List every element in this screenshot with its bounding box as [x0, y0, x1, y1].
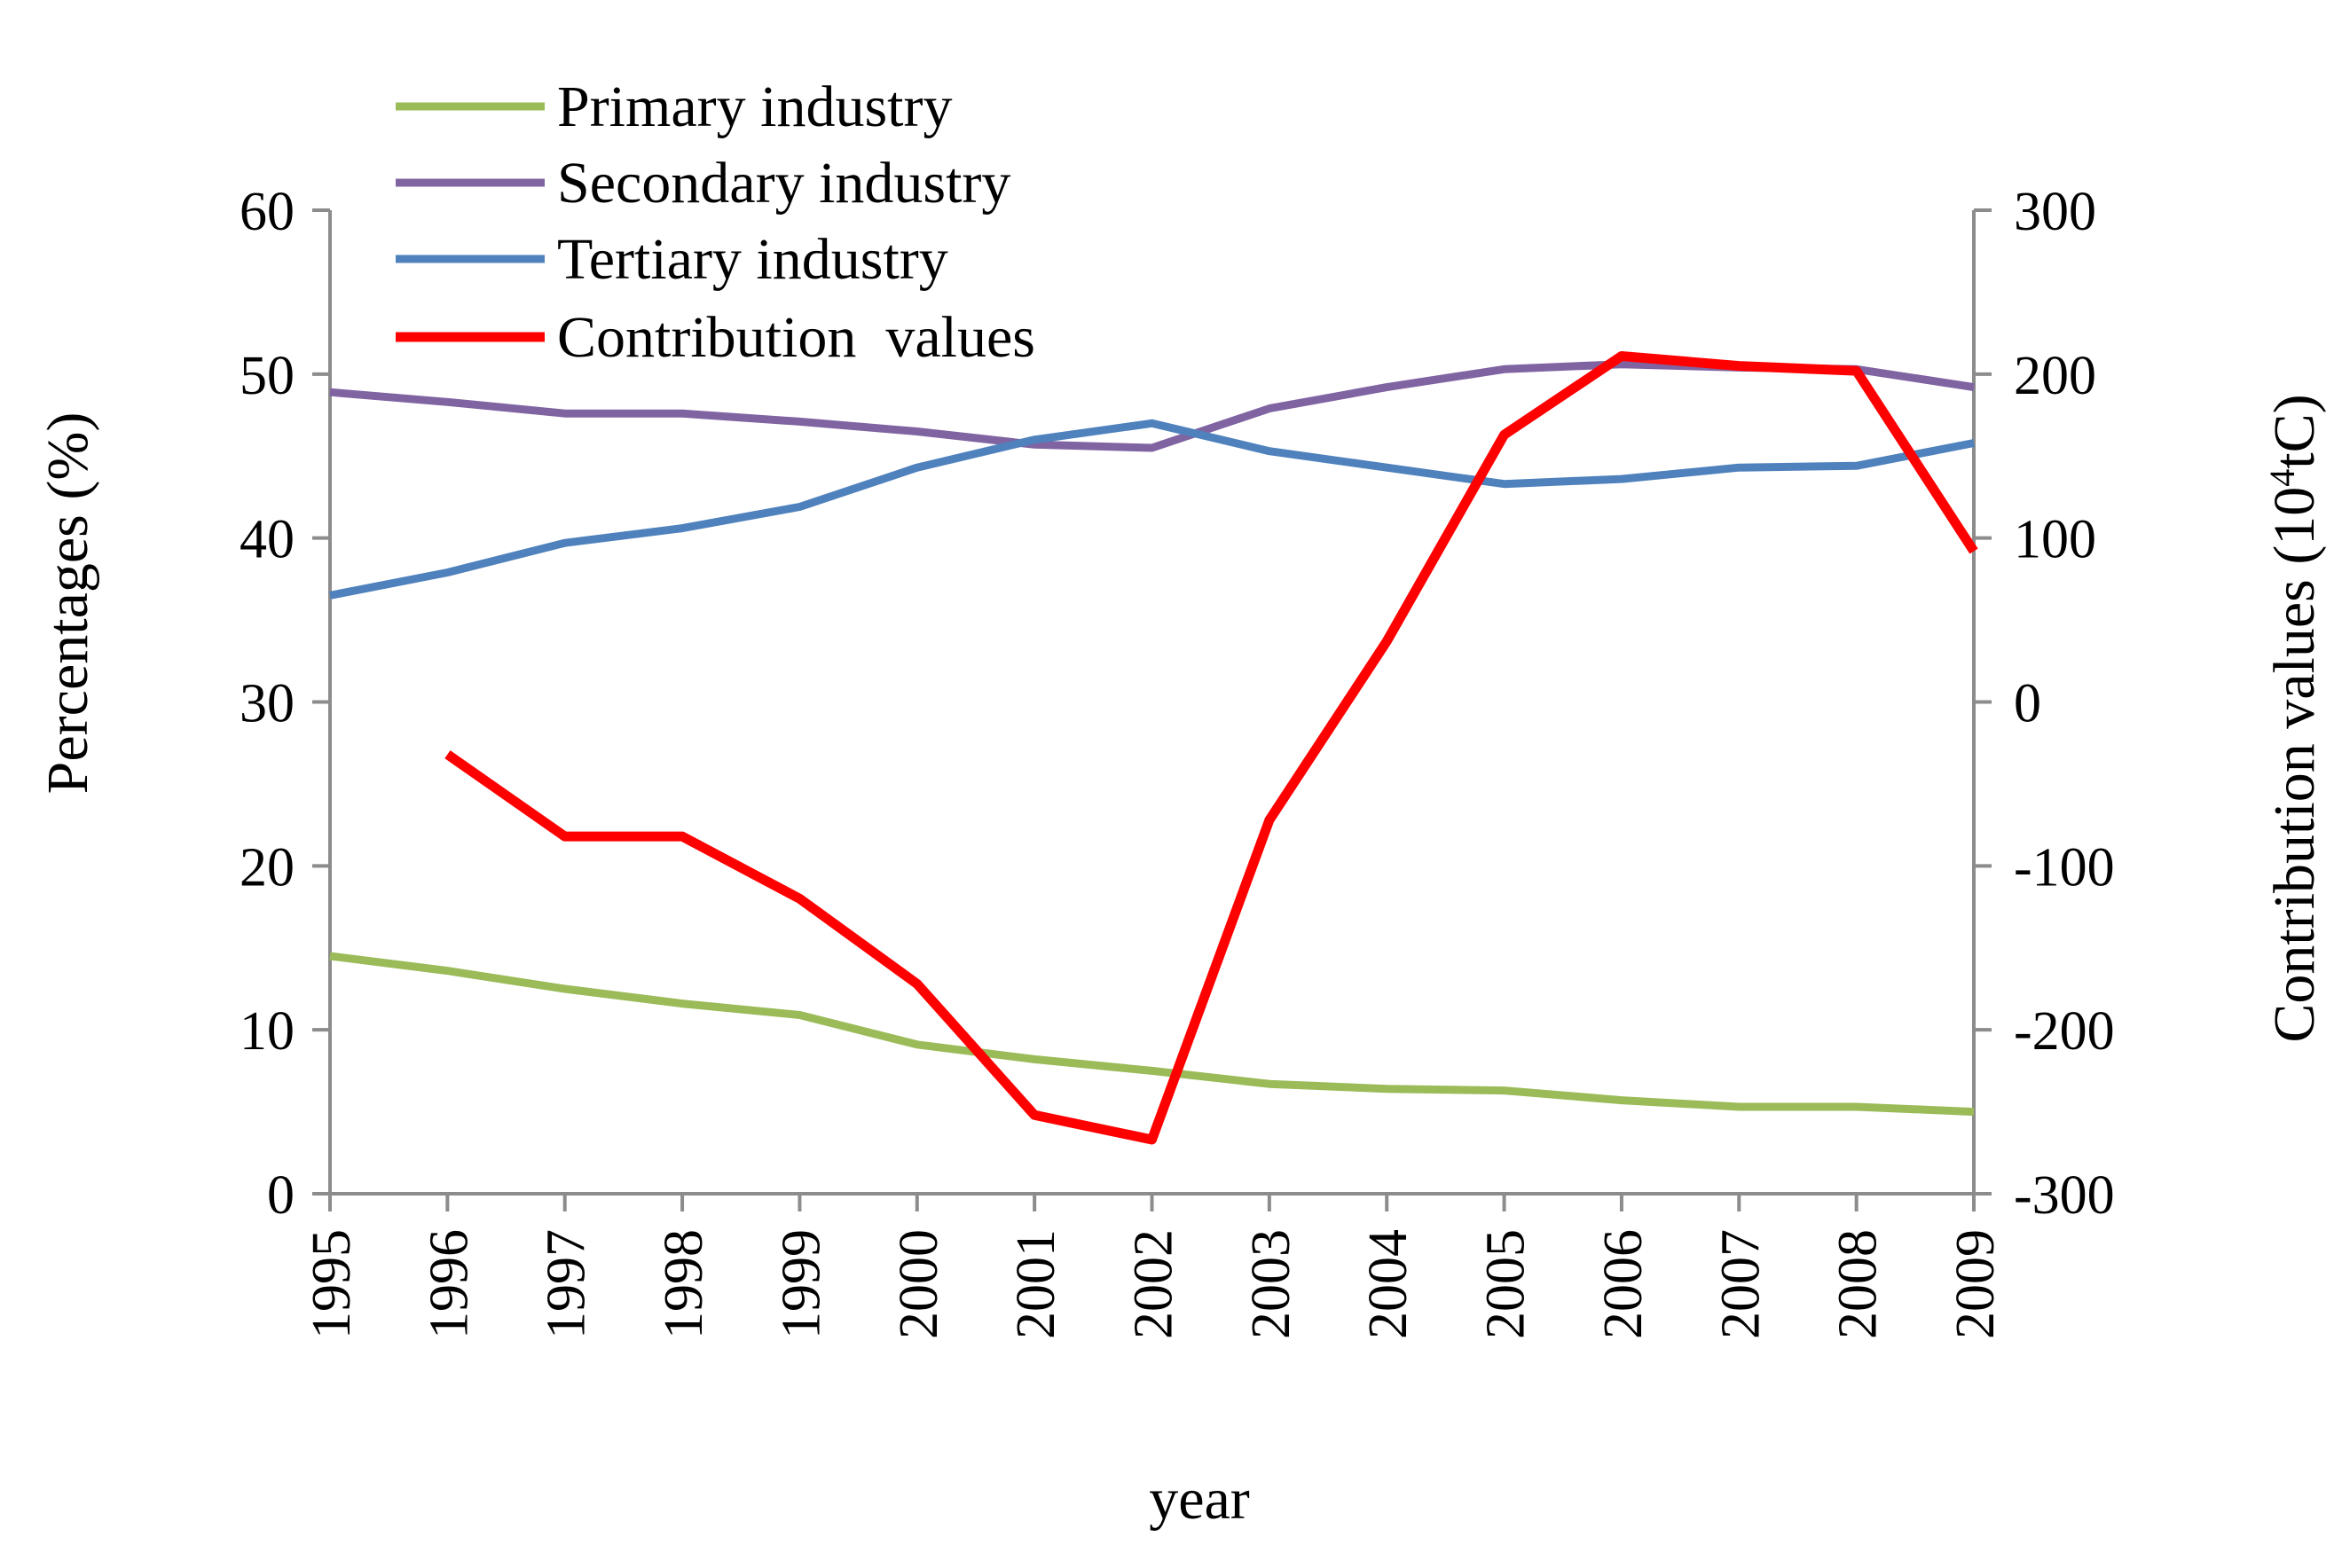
- series-line-secondary-industry: [329, 360, 1975, 452]
- x-tick-label: 2005: [1476, 1229, 1536, 1339]
- y-left-tick-label: 0: [267, 1165, 295, 1226]
- y-left-tick-label: 20: [240, 837, 295, 898]
- y-right-tick-label: 100: [2014, 510, 2096, 570]
- series-line-tertiary-industry: [329, 419, 1975, 600]
- x-tick-label: 2002: [1124, 1229, 1184, 1339]
- y-axis-right-title: Contribution values (104tC): [2262, 394, 2328, 1042]
- y-axis-left-title: Percentages (%): [35, 412, 100, 795]
- y-axis-right-title-sup: 4: [2262, 469, 2302, 487]
- y-left-tick-label: 60: [240, 182, 295, 242]
- y-right-tick-label: 200: [2014, 346, 2096, 406]
- series-lines: [329, 351, 1978, 1145]
- axes: 0 10 20 30 40 50 60 -300 -200 -100 0 100 200 300 1995 1…: [240, 182, 2115, 1339]
- x-tick-label: 2003: [1241, 1229, 1301, 1339]
- y-left-tick-label: 30: [240, 674, 295, 734]
- series-line-primary-industry: [329, 952, 1975, 1117]
- x-tick-label: 2006: [1593, 1229, 1654, 1339]
- series-line-contribution-values: [444, 351, 1978, 1145]
- y-axis-right-title-end: tC): [2262, 394, 2327, 468]
- x-tick-label: 2009: [1945, 1229, 2006, 1339]
- y-axis-right-title-main: Contribution values (10: [2262, 487, 2327, 1043]
- x-tick-label: 1997: [537, 1229, 597, 1339]
- x-tick-label: 2004: [1358, 1229, 1419, 1339]
- x-axis-title: year: [1149, 1467, 1250, 1532]
- legend-label-secondary-industry: Secondary industry: [557, 151, 1010, 216]
- x-tick-label: 1998: [654, 1229, 714, 1339]
- y-left-tick-label: 40: [240, 510, 295, 570]
- y-right-tick-label: -200: [2014, 1001, 2115, 1062]
- y-right-tick-label: 300: [2014, 182, 2096, 242]
- y-left-tick-label: 10: [240, 1001, 295, 1062]
- legend: Primary industry Secondary industry Tertia…: [396, 74, 1035, 370]
- x-tick-label: 1999: [771, 1229, 831, 1339]
- legend-label-primary-industry: Primary industry: [557, 74, 952, 139]
- x-tick-label: 2000: [889, 1229, 949, 1339]
- x-tick-label: 1995: [302, 1229, 362, 1339]
- x-tick-label: 2008: [1828, 1229, 1889, 1339]
- y-left-tick-label: 50: [240, 346, 295, 406]
- legend-label-contribution-values: Contribution values: [557, 305, 1035, 370]
- y-right-tick-label: -300: [2014, 1165, 2115, 1226]
- legend-label-tertiary-industry: Tertiary industry: [557, 227, 948, 292]
- y-right-tick-label: -100: [2014, 837, 2115, 898]
- x-tick-label: 1996: [419, 1229, 479, 1339]
- y-right-tick-label: 0: [2014, 674, 2041, 734]
- x-tick-label: 2007: [1710, 1229, 1771, 1339]
- x-tick-label: 2001: [1006, 1229, 1066, 1339]
